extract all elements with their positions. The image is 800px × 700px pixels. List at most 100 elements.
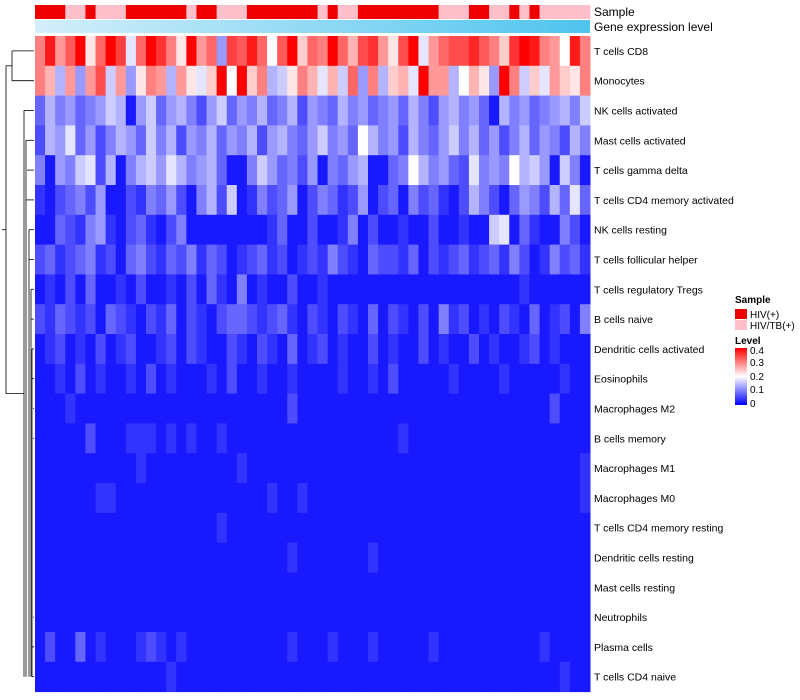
heatmap-cell <box>347 512 359 544</box>
heatmap-cell <box>438 125 450 156</box>
heatmap-cell <box>156 453 167 484</box>
heatmap-cell <box>206 304 218 335</box>
heatmap-cell <box>418 274 430 305</box>
heatmap-cell <box>226 542 238 573</box>
heatmap-cell <box>458 632 470 663</box>
sample-annotation-cell <box>458 5 470 19</box>
sample-annotation-cell <box>569 5 581 19</box>
heatmap-cell <box>257 542 268 573</box>
heatmap-cell <box>196 572 208 603</box>
heatmap-cell <box>216 483 228 514</box>
heatmap-cell <box>458 274 470 305</box>
heatmap-cell <box>408 95 419 126</box>
heatmap-cell <box>85 632 97 663</box>
heatmap-cell <box>388 214 399 246</box>
heatmap-cell <box>337 512 349 544</box>
heatmap-cell <box>549 512 561 544</box>
heatmap-cell <box>499 542 510 573</box>
heatmap-cell <box>499 125 510 156</box>
heatmap-cell <box>489 423 500 454</box>
heatmap-cell <box>246 363 258 395</box>
heatmap-cell <box>549 632 561 663</box>
heatmap-cell <box>549 661 561 693</box>
heatmap-cell <box>448 453 460 484</box>
heatmap-cell <box>489 393 500 424</box>
heatmap-cell <box>206 334 218 365</box>
heatmap-cell <box>95 304 107 335</box>
heatmap-cell <box>398 363 409 395</box>
heatmap-cell <box>378 542 389 573</box>
heatmap-cell <box>499 453 510 484</box>
heatmap-cell <box>55 214 66 246</box>
heatmap-cell <box>95 453 107 484</box>
heatmap-cell <box>115 453 127 484</box>
heatmap-cell <box>65 572 76 603</box>
heatmap-cell <box>428 274 440 305</box>
heatmap-cell <box>267 453 278 484</box>
heatmap-cell <box>509 363 520 395</box>
heatmap-cell <box>246 185 258 216</box>
heatmap-cell <box>357 661 369 693</box>
heatmap-cell <box>297 36 308 67</box>
heatmap-cell <box>55 125 66 156</box>
heatmap-cell <box>479 393 490 424</box>
heatmap-cell <box>166 572 177 603</box>
heatmap-cell <box>135 95 147 126</box>
heatmap-cell <box>398 304 409 335</box>
row-label: Macrophages M2 <box>594 404 675 416</box>
heatmap-cell <box>115 542 127 573</box>
heatmap-cell <box>257 512 268 544</box>
heatmap-cell <box>95 512 107 544</box>
sample-annotation-cell <box>297 5 308 19</box>
heatmap-cell <box>135 155 147 186</box>
heatmap-cell <box>115 304 127 335</box>
sample-annotation-cell <box>337 5 349 19</box>
heatmap-cell <box>166 512 177 544</box>
heatmap-cell <box>327 512 339 544</box>
heatmap-cell <box>569 423 581 454</box>
heatmap-cell <box>579 214 591 246</box>
heatmap-cell <box>206 274 218 305</box>
heatmap-cell <box>55 602 66 633</box>
sample-annotation-cell <box>468 5 480 19</box>
heatmap-cell <box>428 214 440 246</box>
heatmap-cell <box>105 244 117 275</box>
heatmap-cell <box>327 214 339 246</box>
heatmap-cell <box>257 393 268 424</box>
heatmap-cell <box>418 244 430 275</box>
heatmap-cell <box>327 363 339 395</box>
heatmap-cell <box>539 393 551 424</box>
heatmap-cell <box>156 483 167 514</box>
heatmap-cell <box>519 304 530 335</box>
heatmap-cell <box>85 602 97 633</box>
heatmap-cell <box>186 423 197 454</box>
heatmap-cell <box>135 36 147 67</box>
heatmap-cell <box>519 453 530 484</box>
heatmap-cell <box>368 65 379 97</box>
heatmap-cell <box>257 36 268 67</box>
heatmap-cell <box>519 363 530 395</box>
heatmap-cell <box>337 95 349 126</box>
heatmap-cell <box>85 95 97 126</box>
heatmap-cell <box>135 602 147 633</box>
heatmap-cell <box>45 512 56 544</box>
heatmap-cell <box>458 334 470 365</box>
heatmap-cell <box>226 363 238 395</box>
heatmap-cell <box>479 244 490 275</box>
heatmap-cell <box>388 304 399 335</box>
heatmap-cell <box>45 304 56 335</box>
heatmap-cell <box>489 95 500 126</box>
heatmap-cell <box>509 214 520 246</box>
heatmap-cell <box>388 334 399 365</box>
heatmap-cell <box>55 244 66 275</box>
heatmap-cell <box>337 632 349 663</box>
heatmap-cell <box>499 661 510 693</box>
heatmap-cell <box>176 274 187 305</box>
heatmap-cell <box>388 512 399 544</box>
heatmap-cell <box>569 661 581 693</box>
heatmap-cell <box>317 334 329 365</box>
heatmap-cell <box>226 36 238 67</box>
heatmap-cell <box>368 572 379 603</box>
heatmap-cell <box>55 483 66 514</box>
heatmap-cell <box>398 602 409 633</box>
